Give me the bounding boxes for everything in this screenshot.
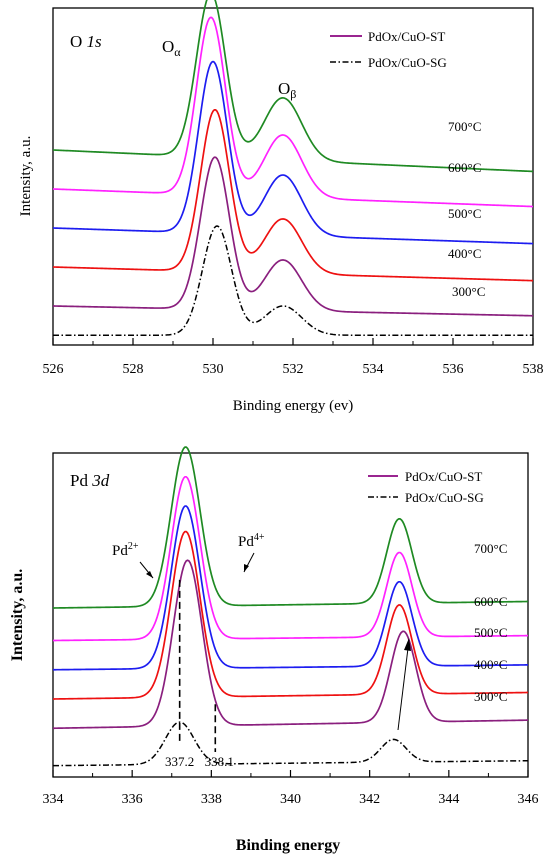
o1s-x-axis-label: Binding energy (ev) bbox=[233, 398, 354, 414]
o-beta-label: Oβ bbox=[278, 79, 296, 101]
o1s-label-300c: 300°C bbox=[452, 284, 485, 299]
o1s-panel-label: O 1s bbox=[70, 32, 102, 51]
o1s-curves bbox=[52, 0, 534, 336]
pd3d-x-tick-label: 340 bbox=[280, 792, 301, 807]
pd3d-curves bbox=[52, 446, 529, 767]
o1s-series-400c bbox=[52, 109, 534, 282]
o1s-legend: PdOx/CuO-ST PdOx/CuO-SG bbox=[330, 29, 447, 70]
pd3d-label-600c: 600°C bbox=[474, 594, 507, 609]
o1s-label-600c: 600°C bbox=[448, 160, 481, 175]
o1s-x-tick-label: 534 bbox=[363, 362, 384, 377]
pd3d-panel: 334 336 338 340 342 344 346 337.2 338.1 Pd 3d P… bbox=[9, 446, 539, 854]
o1s-label-500c: 500°C bbox=[448, 206, 481, 221]
pd3d-shift-arrow bbox=[397, 639, 410, 731]
pd3d-legend: PdOx/CuO-ST PdOx/CuO-SG bbox=[368, 469, 484, 505]
pd3d-y-axis-label: Intensity, a.u. bbox=[9, 569, 26, 661]
o1s-label-700c: 700°C bbox=[448, 119, 481, 134]
o1s-x-tick-label: 532 bbox=[283, 362, 304, 377]
o1s-x-tick-label: 526 bbox=[43, 362, 64, 377]
o1s-panel: 526 528 530 532 534 536 538 O 1s PdOx/CuO-ST P… bbox=[18, 0, 544, 414]
o1s-x-ticks: 526 528 530 532 534 536 538 bbox=[43, 338, 544, 377]
o1s-legend-label-sg: PdOx/CuO-SG bbox=[368, 55, 447, 70]
pd4plus-label: Pd4+ bbox=[238, 532, 265, 550]
pd3d-series-700c bbox=[52, 446, 529, 609]
pd3d-x-tick-label: 342 bbox=[359, 792, 380, 807]
pd3d-panel-label: Pd 3d bbox=[70, 471, 110, 490]
o1s-x-tick-label: 528 bbox=[123, 362, 144, 377]
pd3d-label-400c: 400°C bbox=[474, 657, 507, 672]
pd3d-shift-arrowhead-icon bbox=[404, 638, 411, 651]
o1s-series-600c bbox=[52, 16, 534, 208]
pd3d-x-tick-label: 344 bbox=[438, 792, 459, 807]
pd3d-x-tick-label: 336 bbox=[122, 792, 143, 807]
pd3d-x-tick-label: 338 bbox=[201, 792, 222, 807]
pd3d-label-700c: 700°C bbox=[474, 541, 507, 556]
pd3d-x-tick-label: 334 bbox=[43, 792, 64, 807]
o1s-legend-label-st: PdOx/CuO-ST bbox=[368, 29, 445, 44]
o1s-series-300c bbox=[52, 156, 534, 317]
o1s-x-tick-label: 538 bbox=[523, 362, 544, 377]
pd3d-legend-label-sg: PdOx/CuO-SG bbox=[405, 490, 484, 505]
pd3d-label-300c: 300°C bbox=[474, 689, 507, 704]
o-alpha-label: Oα bbox=[162, 37, 181, 59]
o1s-series-500c bbox=[52, 60, 534, 245]
pd3d-label-500c: 500°C bbox=[474, 625, 507, 640]
pd3d-series-400c bbox=[52, 530, 529, 700]
pd3d-series-sg bbox=[52, 721, 529, 767]
pd3d-series-300c bbox=[52, 559, 529, 730]
pd2plus-arrowhead-icon bbox=[146, 571, 153, 578]
ref-label-338-1: 338.1 bbox=[205, 754, 234, 769]
o1s-y-axis-label: Intensity, a.u. bbox=[18, 136, 34, 217]
o1s-x-tick-label: 536 bbox=[443, 362, 464, 377]
o1s-label-400c: 400°C bbox=[448, 246, 481, 261]
pd3d-reference-lines: 337.2 338.1 bbox=[165, 579, 234, 769]
pd3d-x-axis-label: Binding energy bbox=[236, 837, 340, 854]
ref-label-337-2: 337.2 bbox=[165, 754, 194, 769]
pd3d-series-600c bbox=[52, 475, 529, 642]
pd3d-legend-label-st: PdOx/CuO-ST bbox=[405, 469, 482, 484]
pd2plus-label: Pd2+ bbox=[112, 541, 139, 559]
pd4plus-arrowhead-icon bbox=[244, 564, 249, 572]
o1s-x-tick-label: 530 bbox=[203, 362, 224, 377]
o1s-series-sg bbox=[53, 225, 533, 336]
pd3d-x-tick-label: 346 bbox=[518, 792, 539, 807]
pd3d-series-500c bbox=[52, 505, 529, 671]
pd3d-x-ticks: 334 336 338 340 342 344 346 bbox=[43, 770, 539, 807]
o1s-series-700c bbox=[52, 0, 534, 173]
